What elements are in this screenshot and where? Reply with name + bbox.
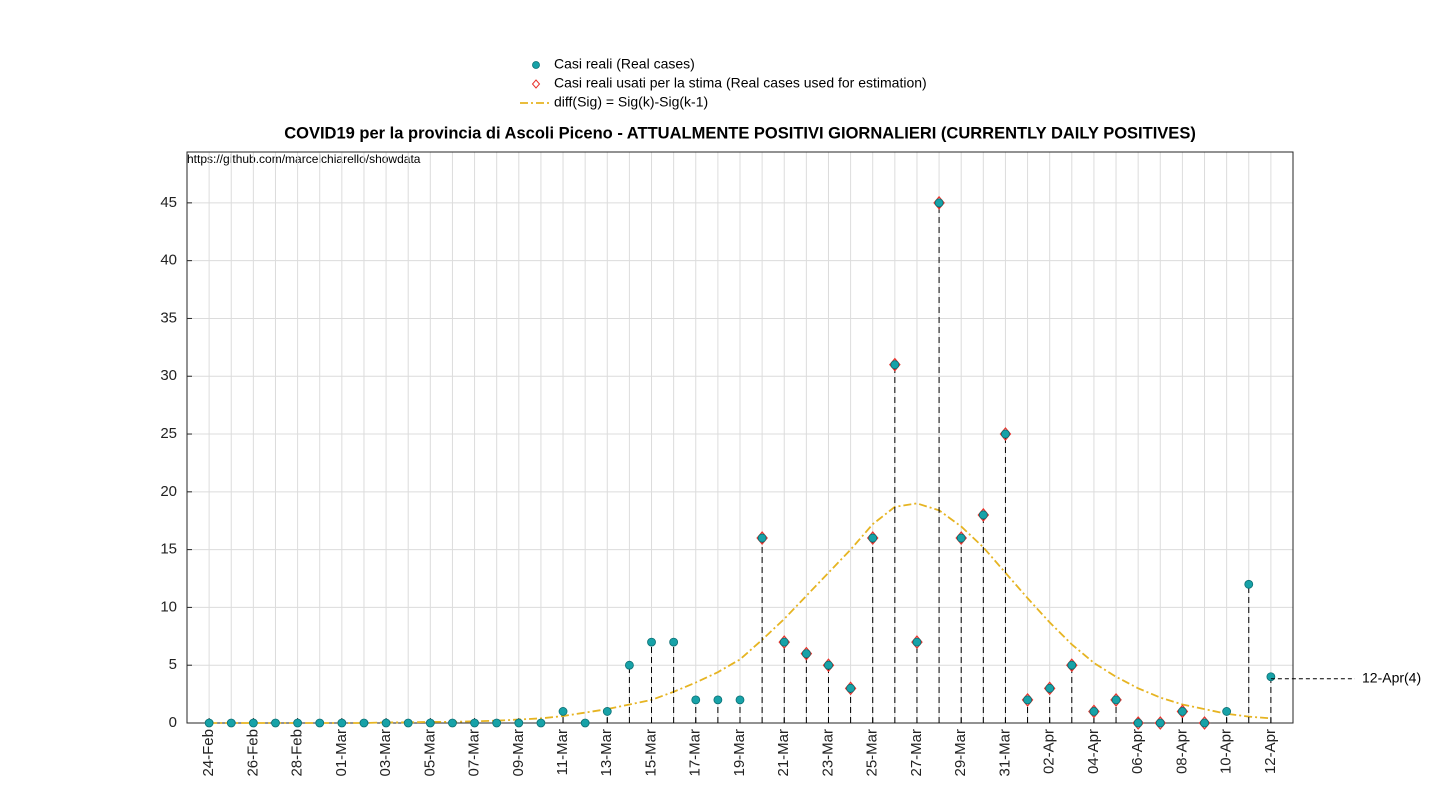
data-point: 30-Mar <box>978 510 988 520</box>
data-point: 26-Feb <box>248 718 258 728</box>
data-point: 27-Mar <box>912 637 922 647</box>
data-point: 08-Mar <box>492 718 502 728</box>
y-tick-label: 30 <box>160 367 177 384</box>
data-point: 15-Mar <box>647 637 656 647</box>
y-tick-label: 45 <box>160 194 177 211</box>
x-tick-label: 21-Mar <box>775 729 792 777</box>
data-point: 31-Mar <box>1001 429 1010 439</box>
data-point: 07-Mar <box>470 718 479 728</box>
data-point: 28-Mar <box>934 198 944 208</box>
data-point: 05-Mar <box>425 718 435 728</box>
y-tick-label: 40 <box>160 252 177 269</box>
x-tick-label: 15-Mar <box>642 729 659 777</box>
x-tick-label: 17-Mar <box>687 729 704 777</box>
data-point: 05-Apr <box>1111 695 1121 705</box>
x-tick-label: 29-Mar <box>952 729 969 777</box>
data-point: 04-Mar <box>403 718 413 728</box>
data-point: 01-Mar <box>337 718 347 728</box>
y-tick-label: 5 <box>169 656 177 673</box>
x-tick-label: 23-Mar <box>819 729 836 777</box>
annotation: 12-Apr(4) <box>1362 669 1421 685</box>
y-tick-label: 25 <box>160 425 177 442</box>
data-point: 20-Mar <box>757 533 767 543</box>
x-tick-label: 25-Mar <box>864 729 881 777</box>
data-point: 19-Mar <box>735 695 745 705</box>
data-point: 06-Apr <box>1133 718 1143 728</box>
data-point: 27-Feb <box>271 718 280 728</box>
x-tick-label: 11-Mar <box>554 729 571 775</box>
legend-label: Casi reali (Real cases) <box>554 56 695 72</box>
x-tick-label: 09-Mar <box>510 729 527 777</box>
data-point: 03-Mar <box>381 718 391 728</box>
legend-marker <box>532 61 540 69</box>
data-point: 24-Mar <box>846 683 855 693</box>
data-point: 28-Feb <box>293 718 303 728</box>
chart-title: COVID19 per la provincia di Ascoli Picen… <box>284 124 1196 142</box>
x-tick-label: 01-Mar <box>333 729 350 777</box>
x-tick-label: 05-Mar <box>421 729 438 777</box>
data-point: 04-Apr <box>1089 707 1099 716</box>
x-tick-label: 28-Feb <box>289 729 306 777</box>
legend-label: Casi reali usati per la stima (Real case… <box>554 75 927 91</box>
x-tick-label: 27-Mar <box>908 729 925 777</box>
y-tick-label: 35 <box>160 309 177 326</box>
data-point: 21-Mar <box>779 637 789 647</box>
x-tick-label: 03-Mar <box>377 729 394 777</box>
y-tick-label: 0 <box>169 714 177 731</box>
legend-label: diff(Sig) = Sig(k)-Sig(k-1) <box>554 94 708 110</box>
x-tick-label: 19-Mar <box>731 729 748 777</box>
data-point: 25-Mar <box>868 533 878 543</box>
x-tick-label: 24-Feb <box>200 729 217 777</box>
data-point: 24-Feb <box>204 718 214 728</box>
data-point: 25-Feb <box>226 718 236 728</box>
x-tick-label: 31-Mar <box>996 729 1013 777</box>
legend-marker <box>531 79 541 89</box>
data-point: 09-Mar <box>514 718 524 728</box>
data-point: 07-Apr <box>1155 718 1165 728</box>
x-tick-label: 04-Apr <box>1085 729 1102 774</box>
source-note: https://github.com/marcelchiarello/showd… <box>187 152 421 166</box>
data-point: 01-Apr <box>1023 695 1032 705</box>
data-point: 02-Apr <box>1045 683 1055 693</box>
data-point: 11-Mar <box>558 707 568 716</box>
data-point: 26-Mar <box>890 360 900 370</box>
x-tick-label: 07-Mar <box>466 729 483 777</box>
data-point: 02-Mar <box>359 718 369 728</box>
y-tick-label: 10 <box>160 598 177 615</box>
x-tick-label: 02-Apr <box>1041 729 1058 774</box>
x-tick-label: 26-Feb <box>244 729 261 777</box>
data-point: 17-Mar <box>691 695 701 705</box>
data-point: 10-Apr <box>1222 707 1232 716</box>
data-point: 22-Mar <box>801 649 811 659</box>
data-point: 29-Mar <box>956 533 966 543</box>
data-point: 06-Mar <box>448 718 457 728</box>
data-point: 03-Apr <box>1067 660 1077 670</box>
data-point: 09-Apr <box>1200 718 1209 728</box>
data-point: 13-Mar <box>602 707 612 716</box>
data-point: 23-Mar <box>824 660 833 670</box>
y-tick-label: 20 <box>160 483 177 500</box>
x-tick-label: 06-Apr <box>1129 729 1146 774</box>
data-point: 12-Mar <box>580 718 590 728</box>
x-tick-label: 12-Apr <box>1262 729 1279 774</box>
data-point: 10-Mar <box>536 718 546 728</box>
x-tick-label: 13-Mar <box>598 729 615 777</box>
y-tick-label: 15 <box>160 541 177 558</box>
x-tick-label: 10-Apr <box>1218 729 1235 774</box>
data-point: 11-Apr <box>1244 579 1254 589</box>
data-point: 16-Mar <box>669 637 679 647</box>
data-point: 08-Apr <box>1178 707 1187 716</box>
data-point: 14-Mar <box>625 660 634 670</box>
x-tick-label: 08-Apr <box>1173 729 1190 774</box>
data-point: 29-Feb <box>315 718 325 728</box>
data-point: 12-Apr <box>1266 672 1276 682</box>
data-point: 18-Mar <box>713 695 723 705</box>
